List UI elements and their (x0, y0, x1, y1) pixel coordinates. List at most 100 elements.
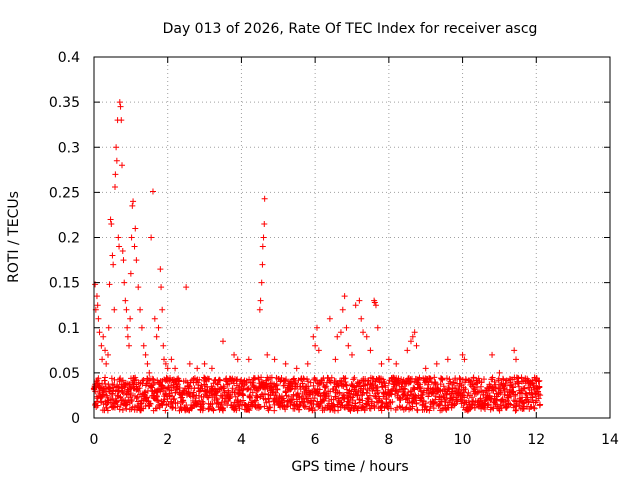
data-point-marker (232, 393, 239, 400)
data-point-marker (265, 407, 272, 414)
data-point-marker (349, 351, 355, 358)
data-point-marker (153, 392, 160, 399)
data-point-marker (220, 338, 226, 345)
data-point-marker (155, 324, 162, 331)
data-point-marker (382, 382, 389, 389)
data-point-marker (128, 398, 135, 405)
data-point-marker (104, 407, 111, 414)
data-point-marker (345, 342, 352, 349)
data-point-marker (117, 402, 124, 409)
data-point-marker (359, 397, 366, 404)
data-point-marker (190, 375, 197, 382)
data-point-marker (162, 360, 169, 367)
data-point-marker (158, 284, 165, 291)
data-point-marker (300, 375, 307, 382)
data-point-marker (173, 385, 180, 392)
data-point-marker (529, 394, 536, 401)
data-point-marker (116, 99, 123, 106)
plot-frame (93, 56, 611, 419)
data-point-marker (343, 382, 350, 389)
data-point-marker (288, 396, 295, 403)
data-point-marker (503, 404, 510, 411)
data-point-marker (493, 397, 500, 404)
data-point-marker (301, 403, 308, 410)
data-point-marker (330, 402, 337, 409)
data-point-marker (245, 356, 252, 363)
data-point-marker (169, 400, 176, 407)
data-point-marker (282, 360, 289, 367)
data-point-marker (200, 400, 207, 407)
y-tick-label: 0.05 (49, 366, 80, 382)
x-tick-label: 12 (527, 432, 545, 448)
data-point-marker (452, 384, 459, 391)
data-point-marker (378, 360, 385, 367)
data-point-marker (531, 405, 538, 412)
data-point-marker (256, 306, 263, 313)
data-point-marker (126, 342, 133, 349)
data-point-marker (151, 315, 158, 322)
y-tick-label: 0.25 (49, 185, 80, 201)
data-point-marker (332, 356, 339, 363)
data-point-marker (128, 396, 135, 403)
data-point-marker (136, 385, 143, 392)
data-point-marker (519, 394, 526, 401)
data-point-marker (336, 377, 343, 384)
data-point-marker (496, 369, 503, 376)
data-point-marker (116, 243, 123, 250)
data-point-marker (259, 261, 266, 268)
data-point-marker (174, 381, 181, 388)
x-tick-label: 6 (311, 432, 320, 448)
data-point-marker (327, 388, 334, 395)
y-axis-label: ROTI / TECUs (6, 191, 22, 283)
data-point-marker (313, 324, 320, 331)
data-point-marker (433, 360, 440, 367)
data-point-marker (96, 329, 103, 336)
data-point-marker (113, 157, 120, 164)
data-point-marker (127, 315, 134, 322)
data-point-marker (299, 380, 306, 387)
x-tick-label: 10 (454, 432, 472, 448)
data-point-marker (480, 376, 487, 383)
data-point-marker (100, 333, 107, 340)
data-point-marker (186, 360, 193, 367)
data-point-marker (148, 234, 155, 241)
data-point-marker (413, 400, 420, 407)
data-point-marker (537, 392, 544, 399)
data-point-marker (293, 365, 300, 372)
data-point-marker (133, 257, 140, 264)
data-point-marker (110, 261, 117, 268)
data-point-marker (116, 406, 123, 413)
data-point-marker (159, 306, 166, 313)
data-point-marker (95, 375, 102, 382)
data-point-marker (358, 315, 365, 322)
y-tick-label: 0.1 (58, 321, 80, 337)
data-point-marker (444, 356, 451, 363)
data-point-marker (273, 382, 280, 389)
data-point-marker (142, 351, 149, 358)
data-point-marker (121, 279, 128, 286)
data-point-marker (510, 397, 517, 404)
data-point-marker (512, 392, 519, 399)
data-point-marker (484, 402, 491, 409)
data-point-marker (112, 183, 119, 190)
data-point-marker (404, 347, 411, 354)
data-point-marker (367, 347, 374, 354)
data-point-marker (129, 202, 136, 209)
data-point-marker (450, 394, 457, 401)
y-tick-label: 0.4 (58, 50, 80, 66)
data-point-marker (169, 404, 176, 411)
data-point-marker (199, 407, 206, 414)
data-point-marker (533, 383, 540, 390)
data-point-marker (305, 395, 312, 402)
data-point-marker (119, 389, 126, 396)
data-point-marker (535, 378, 542, 385)
data-point-marker (395, 379, 402, 386)
data-point-marker (191, 385, 198, 392)
data-point-marker (326, 315, 333, 322)
data-point-marker (131, 243, 138, 250)
data-point-marker (512, 407, 519, 414)
data-point-marker (511, 347, 518, 354)
data-point-marker (347, 407, 354, 414)
data-point-marker (227, 394, 234, 401)
data-point-marker (283, 376, 290, 383)
